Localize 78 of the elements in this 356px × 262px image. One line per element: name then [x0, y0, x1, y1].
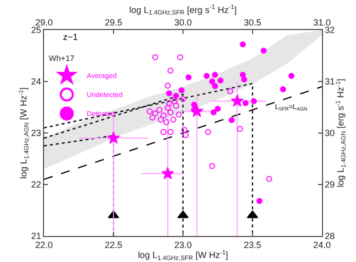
y2-tick-label: 28	[324, 231, 335, 242]
point	[163, 119, 170, 126]
point	[182, 132, 189, 138]
point	[205, 128, 212, 135]
point	[176, 111, 182, 118]
point	[181, 126, 188, 133]
point	[167, 128, 174, 135]
point	[246, 210, 258, 218]
point	[178, 87, 185, 94]
point	[167, 109, 174, 116]
point	[152, 54, 158, 60]
y-tick-label: 25	[31, 25, 42, 36]
x2-tick-label: 30.0	[174, 17, 192, 28]
point	[172, 98, 178, 104]
x2-tick-label: 30.5	[244, 17, 262, 28]
point	[191, 102, 198, 108]
point	[167, 68, 174, 74]
x-tick-label: 22.0	[35, 240, 53, 250]
x2-tick-label: 29.5	[104, 17, 122, 28]
x-tick-label: 22.5	[104, 240, 122, 250]
x2-tick-label: 31.0	[313, 17, 331, 28]
point	[210, 109, 217, 116]
point	[204, 72, 210, 79]
point	[218, 77, 224, 84]
point	[149, 114, 156, 121]
point	[250, 98, 257, 104]
legend-title: Wh+17	[48, 54, 75, 63]
point	[242, 100, 249, 106]
point	[214, 106, 221, 112]
x2-axis-title: log L$_{1.4GHz,SFR}$ [erg s$^{-1}$ Hz$^{-1}$]	[129, 4, 237, 17]
point	[209, 162, 216, 169]
point	[266, 176, 272, 182]
point	[240, 41, 246, 48]
point	[160, 112, 167, 118]
point	[228, 117, 235, 124]
y2-tick-label: 31	[324, 76, 335, 87]
y-tick-label: 23	[31, 128, 42, 138]
y2-tick-label: 32	[324, 25, 335, 36]
point	[212, 72, 218, 78]
point	[170, 116, 176, 123]
point	[260, 48, 267, 54]
x-tick-label: 23.5	[244, 240, 262, 250]
y-tick-label: 21	[31, 231, 42, 242]
point	[107, 131, 120, 144]
point	[161, 166, 174, 180]
point	[164, 104, 171, 111]
y-tick-label: 24	[31, 76, 42, 87]
x2-tick-label: 29.0	[35, 17, 53, 28]
y-tick-label: 22	[31, 180, 42, 190]
point	[152, 110, 158, 116]
point	[158, 116, 164, 123]
y2-tick-label: 30	[324, 128, 335, 138]
point	[177, 54, 184, 60]
point	[173, 92, 180, 99]
point	[160, 128, 167, 135]
point	[227, 88, 234, 94]
x-tick-label: 23.0	[174, 240, 192, 250]
point	[209, 78, 216, 84]
point	[164, 82, 171, 89]
point	[186, 74, 192, 80]
point	[236, 126, 243, 132]
point	[166, 90, 172, 96]
point	[288, 72, 294, 79]
x-tick-label: 24.0	[313, 240, 331, 250]
point	[241, 76, 248, 82]
point	[230, 94, 244, 107]
point	[173, 102, 180, 109]
point	[166, 100, 172, 106]
point	[177, 210, 189, 218]
point	[146, 108, 153, 114]
annotation: z~1	[63, 32, 78, 42]
x-axis-title: log L$_{1.4GHz,SFR}$ [W Hz$^{-1}$]	[138, 249, 228, 262]
y2-tick-label: 29	[324, 180, 335, 190]
point	[180, 96, 186, 102]
point	[212, 83, 218, 90]
point	[156, 106, 162, 113]
point	[280, 86, 286, 92]
point	[256, 198, 262, 204]
